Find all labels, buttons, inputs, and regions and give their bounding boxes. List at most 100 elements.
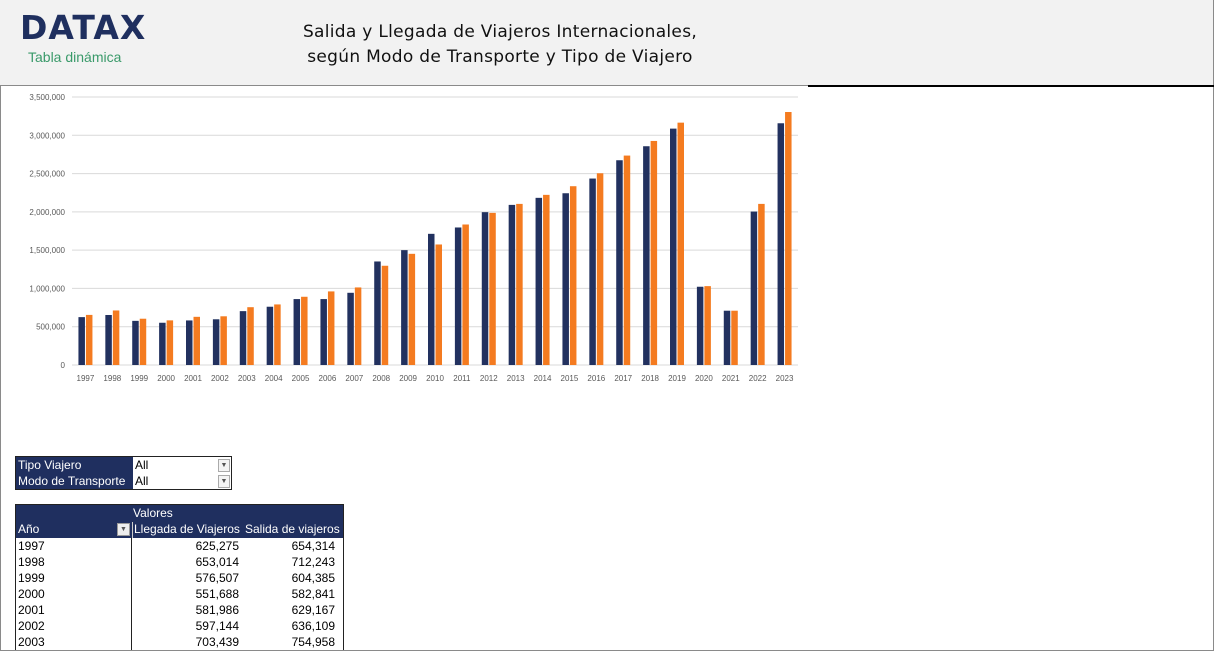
bar-departures-2012 [489, 212, 496, 365]
bar-arrivals-2000 [159, 322, 166, 365]
x-tick-label: 2000 [157, 374, 175, 383]
logo: DATAX [20, 8, 147, 47]
pivot-header: Valores Año ▼ Llegada de Viajeros Salida… [16, 505, 343, 538]
bar-arrivals-1997 [78, 317, 85, 365]
bar-arrivals-2003 [239, 311, 247, 365]
x-tick-label: 2011 [453, 374, 471, 383]
bar-arrivals-2017 [616, 160, 623, 365]
table-cell: 1997 [16, 538, 132, 554]
x-tick-label: 2001 [184, 374, 202, 383]
filter-label: Tipo Viajero [16, 457, 133, 473]
table-cell: 625,275 [195, 539, 239, 553]
table-cell: 581,986 [195, 603, 239, 617]
bar-arrivals-2014 [535, 197, 543, 365]
header: DATAX Tabla dinámica Salida y Llegada de… [0, 0, 1213, 86]
filter-select[interactable]: All ▼ [133, 457, 231, 473]
bar-arrivals-2005 [293, 299, 301, 365]
bar-departures-2007 [354, 287, 362, 365]
bar-departures-2022 [758, 203, 765, 365]
table-cell: 597,144 [195, 619, 239, 633]
bar-departures-2005 [301, 296, 308, 365]
title-line-2: según Modo de Transporte y Tipo de Viaje… [307, 47, 693, 67]
col-departures: Salida de viajeros [245, 522, 340, 536]
bar-departures-1999 [139, 318, 147, 365]
bar-departures-2014 [543, 194, 550, 365]
table-row: 2003 703,439 754,958 [16, 634, 343, 650]
y-tick-label: 3,000,000 [29, 131, 65, 140]
bar-arrivals-2002 [212, 319, 220, 365]
x-tick-label: 2006 [319, 374, 337, 383]
bar-departures-2008 [381, 265, 389, 365]
bar-departures-2006 [327, 291, 335, 365]
bar-departures-2020 [704, 286, 711, 365]
table-cell: 604,385 [291, 571, 335, 585]
x-tick-label: 2009 [399, 374, 417, 383]
y-tick-label: 3,500,000 [29, 93, 65, 102]
bar-arrivals-2020 [696, 286, 704, 365]
bar-departures-2000 [166, 320, 174, 365]
filter-label: Modo de Transporte [16, 473, 133, 489]
pivot-table: Valores Año ▼ Llegada de Viajeros Salida… [15, 504, 344, 650]
bar-arrivals-2016 [589, 178, 596, 365]
x-tick-label: 2022 [749, 374, 767, 383]
table-cell: 2000 [16, 586, 132, 602]
bar-arrivals-2007 [347, 292, 354, 365]
table-cell: 754,958 [291, 635, 335, 649]
table-row: 2000 551,688 582,841 [16, 586, 343, 602]
bar-arrivals-2012 [481, 212, 489, 365]
table-cell: 2001 [16, 602, 132, 618]
bar-departures-2018 [650, 140, 658, 365]
title-line-1: Salida y Llegada de Viajeros Internacion… [302, 22, 698, 42]
bar-departures-2016 [596, 173, 604, 365]
dropdown-arrow-icon[interactable]: ▼ [218, 475, 230, 488]
bar-arrivals-2013 [508, 204, 516, 365]
y-tick-label: 1,000,000 [29, 284, 65, 293]
filter-select[interactable]: All ▼ [133, 473, 231, 489]
x-tick-label: 2018 [641, 374, 659, 383]
bar-departures-2002 [220, 316, 227, 365]
table-cell: 2003 [16, 634, 132, 650]
table-cell: 629,167 [291, 603, 335, 617]
x-tick-label: 2003 [238, 374, 256, 383]
bar-arrivals-2022 [750, 211, 758, 365]
bar-departures-2010 [435, 244, 442, 365]
filter-value: All [135, 458, 149, 472]
bar-departures-2001 [193, 316, 200, 365]
bar-arrivals-2008 [374, 261, 381, 365]
values-label: Valores [133, 506, 173, 520]
y-tick-label: 500,000 [36, 323, 65, 332]
y-tick-label: 1,500,000 [29, 246, 65, 255]
filter-dropdown-icon[interactable]: ▼ [117, 523, 130, 536]
table-row: 2001 581,986 629,167 [16, 602, 343, 618]
x-tick-label: 2014 [534, 374, 552, 383]
bar-arrivals-2019 [670, 128, 677, 365]
table-cell: 654,314 [291, 539, 335, 553]
x-tick-label: 2012 [480, 374, 498, 383]
bar-departures-2019 [677, 122, 684, 365]
page-title: Salida y Llegada de Viajeros Internacion… [250, 20, 750, 70]
bar-departures-2017 [623, 155, 631, 365]
table-row: 1997 625,275 654,314 [16, 538, 343, 554]
x-tick-label: 2020 [695, 374, 713, 383]
table-cell: 2002 [16, 618, 132, 634]
table-row: 2002 597,144 636,109 [16, 618, 343, 634]
bar-arrivals-2010 [428, 233, 435, 365]
bar-arrivals-2001 [186, 320, 193, 365]
table-cell: 703,439 [195, 635, 239, 649]
dropdown-arrow-icon[interactable]: ▼ [218, 459, 230, 472]
table-cell: 1998 [16, 554, 132, 570]
subtitle: Tabla dinámica [28, 49, 122, 65]
bar-departures-2015 [569, 186, 577, 365]
col-arrivals: Llegada de Viajeros [132, 522, 240, 538]
x-tick-label: 2023 [776, 374, 794, 383]
bar-departures-1998 [112, 310, 120, 365]
table-cell: 636,109 [291, 619, 335, 633]
x-tick-label: 2008 [372, 374, 390, 383]
filter-tipo-viajero: Tipo Viajero All ▼ [16, 457, 231, 473]
pivot-filters: Tipo Viajero All ▼ Modo de Transporte All… [15, 456, 232, 490]
bar-arrivals-2021 [723, 310, 731, 365]
table-cell: 576,507 [195, 571, 239, 585]
bar-departures-1997 [85, 314, 93, 365]
table-row: 1998 653,014 712,243 [16, 554, 343, 570]
x-tick-label: 2016 [587, 374, 605, 383]
